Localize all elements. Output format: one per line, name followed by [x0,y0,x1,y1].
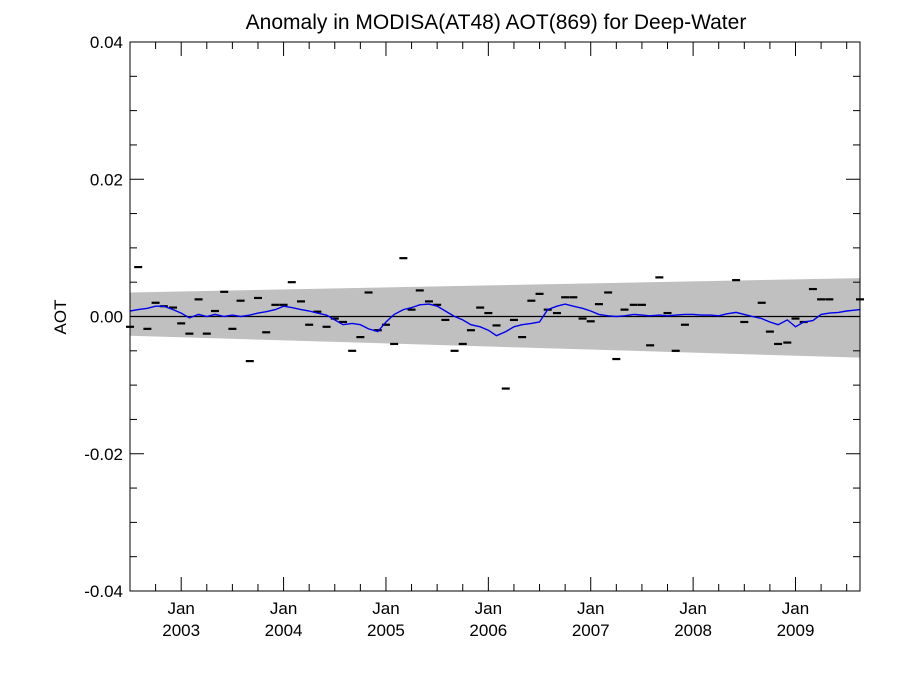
x-tick-month-label: Jan [782,599,809,618]
x-tick-month-label: Jan [167,599,194,618]
x-tick-month-label: Jan [270,599,297,618]
x-tick-year-label: 2008 [674,621,712,640]
x-tick-year-label: 2007 [572,621,610,640]
x-tick-year-label: 2003 [162,621,200,640]
x-tick-month-label: Jan [372,599,399,618]
x-tick-year-label: 2006 [469,621,507,640]
y-tick-label: -0.02 [84,445,123,464]
y-axis-title: AOT [51,300,70,335]
plot-area: 0.04 0.02 0.00 -0.02 -0.04 Jan 2003 Jan 2004 Jan 2… [84,33,864,640]
x-tick-year-label: 2005 [367,621,405,640]
x-tick-month-label: Jan [679,599,706,618]
y-tick-label: 0.02 [90,170,123,189]
x-tick-year-label: 2004 [265,621,303,640]
x-tick-month-label: Jan [577,599,604,618]
x-tick-month-label: Jan [475,599,502,618]
series-line-1 [129,303,861,337]
y-tick-label: 0.00 [90,308,123,327]
chart-title: Anomaly in MODISA(AT48) AOT(869) for Dee… [246,11,747,34]
x-tick-year-label: 2009 [777,621,815,640]
y-tick-label: -0.04 [84,582,123,601]
uncertainty-envelope [130,278,860,358]
y-tick-label: 0.04 [90,33,123,52]
